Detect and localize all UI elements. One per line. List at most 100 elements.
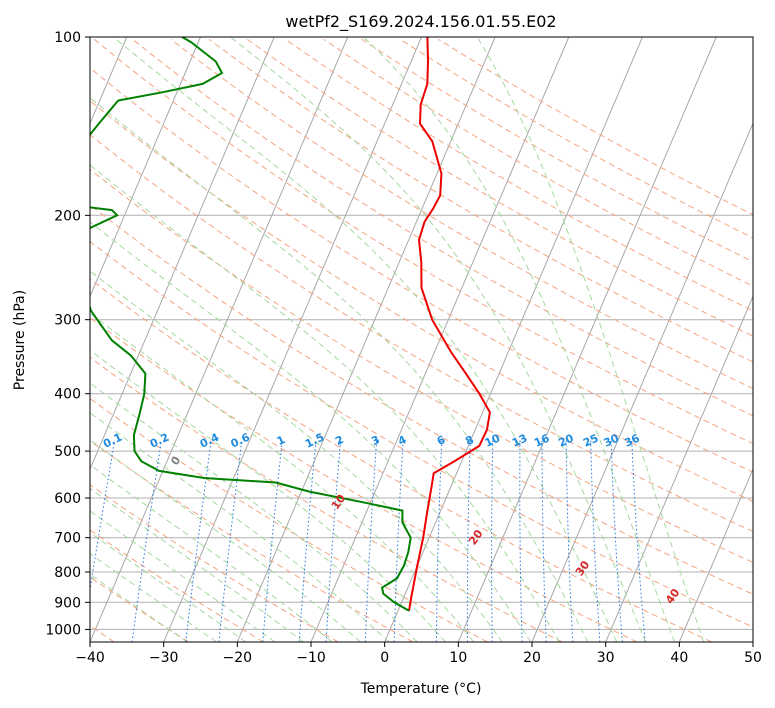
mixing-ratio-line [393,440,404,642]
moist-adiabat-line [90,464,333,642]
sounding-series [90,37,491,612]
mixing-ratio-line [325,440,342,642]
dry-adiabat-line [90,240,753,628]
mixing-ratio-line [262,440,283,642]
moist-adiabats [90,37,705,642]
moist-adiabat-line [90,573,188,642]
mixing-ratio-label: 16 [532,431,552,449]
dry-adiabat-line [90,484,339,642]
mixing-ratio-line [541,440,547,642]
x-tick-label: 10 [449,650,467,666]
dry-adiabat-line [90,168,753,564]
plot-frame [89,36,754,643]
mixing-ratio-label: 20 [556,431,576,449]
y-axis: 100 200 300 400 500 600 700 800 900 1000 [45,30,90,638]
y-tick-label: 100 [54,30,81,46]
mixing-ratio-label: 36 [622,431,642,449]
y-tick-label: 200 [54,208,81,224]
y-tick-label: 300 [54,313,81,329]
x-tick-label: −30 [149,650,179,666]
mixing-ratio-line [610,440,623,642]
y-tick-label: 800 [54,565,81,581]
dry-adiabat-line [90,356,563,642]
x-tick-label: 40 [670,650,688,666]
isobar-grid [90,37,753,630]
moist-adiabat-line [90,312,475,642]
dry-adiabat-line [399,38,753,239]
isotherm-line [457,37,717,642]
moist-adiabat-line [90,531,246,642]
plot-area: -100-90-80-70-60-50-40-30-20-100.10.20.4… [90,37,753,642]
moist-adiabat-line [90,221,532,642]
mixing-ratio-line [565,440,574,642]
dry-adiabat-line [93,38,753,445]
mixing-ratio-label: 30 [602,431,622,449]
isotherm-line [90,37,275,471]
mixing-ratio-line [491,440,494,642]
dry-adiabat-line [90,317,638,642]
isotherm-line [678,467,753,642]
moist-adiabat-line [90,487,304,642]
mixing-ratio-label: 10 [483,431,503,449]
mixing-ratio-line [185,440,212,642]
mixing-ratio-line [631,440,646,642]
mixing-ratio-line [218,440,243,642]
y-tick-label: 700 [54,531,81,547]
y-tick-label: 1000 [45,622,81,638]
x-tick-label: 50 [744,650,762,666]
y-tick-label: 500 [54,444,81,460]
dry-adiabat-line [132,38,753,417]
moist-adiabat-line [90,510,275,642]
isotherm-line [90,37,201,298]
y-axis-label: Pressure (hPa) [12,290,28,390]
x-tick-label: −40 [75,650,105,666]
mixing-ratio-line [298,440,317,642]
mixing-ratio-line [131,440,162,642]
mixing-ratio-line [590,440,601,642]
isotherm-line [605,295,753,642]
dry-adiabats [90,38,753,642]
dewpoint-line [90,37,412,612]
mixing-ratio-label: 25 [581,432,600,450]
isotherm-line [384,37,643,642]
x-tick-label: 0 [380,650,389,666]
x-axis: −40 −30 −20 −10 0 10 20 30 40 50 [75,642,762,666]
x-tick-label: −10 [296,650,326,666]
moist-adiabat-line [90,164,560,642]
mixing-ratio-line [90,440,116,593]
chart-title: wetPf2_S169.2024.156.01.55.E02 [285,12,556,32]
y-tick-label: 600 [54,491,81,507]
moist-adiabat-line [90,270,503,642]
dry-adiabat-line [90,67,753,473]
moist-adiabat-line [90,349,446,642]
y-tick-label: 400 [54,387,81,403]
dry-adiabat-line [438,38,753,216]
mixing-ratio-line [466,440,471,642]
isotherm-line [163,37,422,642]
dry-adiabat-line [90,204,753,595]
moist-adiabat-line [113,37,618,642]
mixing-ratio-line [435,440,443,642]
mixing-ratio-line [364,440,378,642]
moist-adiabat-line [90,382,418,642]
x-tick-label: 30 [597,650,615,666]
moist-adiabat-line [230,37,647,642]
dry-adiabat-line [90,100,753,503]
mixing-ratio-lines [90,440,646,642]
mixing-ratio-line [519,440,523,642]
moist-adiabat-line [90,97,589,642]
x-tick-label: 20 [523,650,541,666]
moist-adiabat-line [90,412,390,642]
moist-adiabat-line [476,37,705,642]
y-tick-label: 900 [54,595,81,611]
dry-adiabat-line [90,134,753,533]
dry-adiabat-line [323,38,753,287]
dry-adiabat-line [361,38,753,263]
temperature-line [408,37,491,611]
x-axis-label: Temperature (°C) [360,681,482,697]
x-tick-label: −20 [223,650,253,666]
moist-adiabat-line [363,37,676,642]
isotherm-line [531,122,753,642]
mixing-ratio-label: 13 [510,432,529,450]
